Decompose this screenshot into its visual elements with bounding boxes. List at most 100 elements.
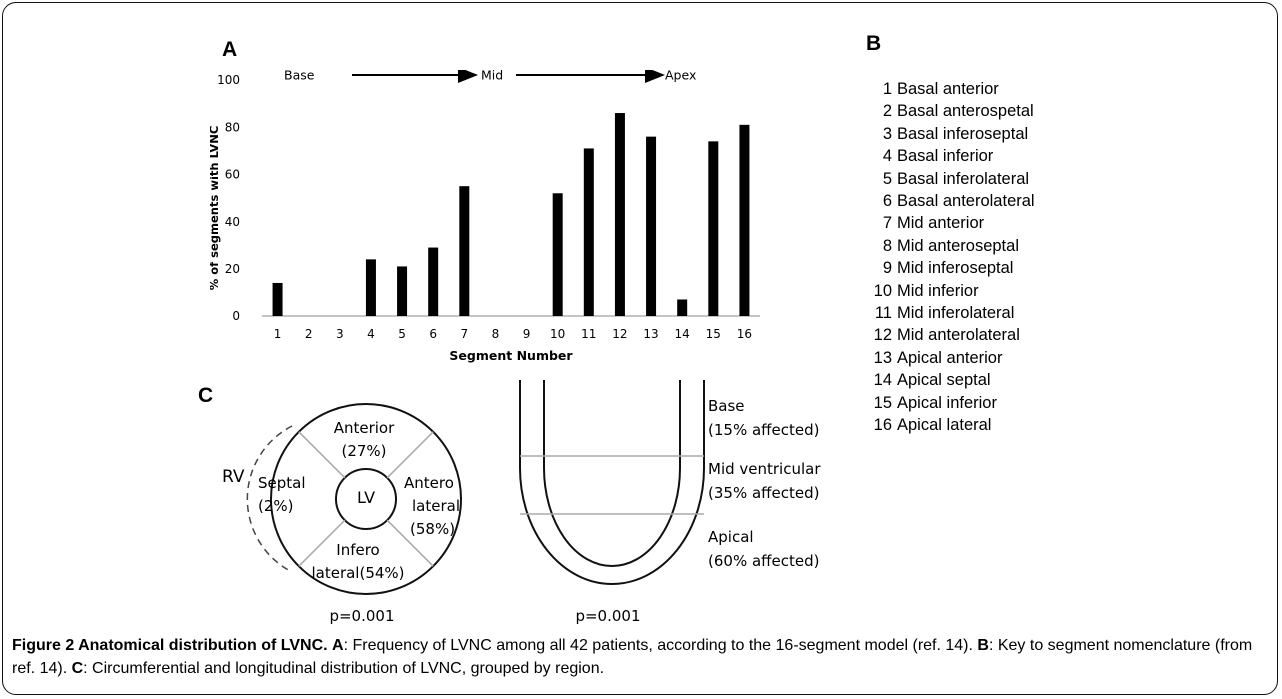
rv-label: RV	[222, 467, 245, 487]
key-item-number: 6	[882, 192, 892, 211]
key-item-label: Mid anterolateral	[897, 326, 1020, 345]
key-item: 16 Apical lateral	[872, 414, 1035, 436]
bar-segment-6	[428, 247, 439, 316]
lv-outer-circle	[270, 403, 462, 595]
y-tick-label: 60	[225, 168, 240, 182]
inferolateral-value: lateral(54%)	[311, 564, 404, 582]
y-axis-label: % of segments with LVNC	[210, 126, 221, 291]
x-tick-label: 14	[675, 327, 690, 341]
base-region-label: Base	[708, 397, 745, 415]
key-item-label: Mid anterior	[897, 214, 985, 233]
key-item: 3 Basal inferoseptal	[872, 123, 1035, 145]
circumferential-p-value: p=0.001	[329, 607, 394, 625]
mid-region-value: (35% affected)	[708, 484, 819, 502]
key-item-number: 4	[882, 147, 892, 166]
x-tick-label: 3	[336, 327, 344, 341]
apical-region-label: Apical	[708, 528, 754, 546]
key-item-label: Mid inferoseptal	[897, 259, 1014, 278]
key-item-label: Apical inferior	[897, 393, 997, 412]
key-item-number: 7	[882, 214, 892, 233]
key-item-label: Basal anterior	[897, 80, 999, 98]
bar-segment-13	[646, 136, 657, 316]
y-tick-label: 20	[225, 262, 240, 276]
x-tick-label: 2	[305, 327, 313, 341]
key-item: 10 Mid inferior	[872, 280, 1035, 302]
caption-c-label: C	[71, 660, 84, 677]
x-tick-label: 13	[643, 327, 658, 341]
annotation-mid: Mid	[481, 70, 503, 82]
segment-divider-tr	[386, 431, 434, 479]
key-item: 15 Apical inferior	[872, 392, 1035, 414]
key-item-number: 3	[882, 124, 892, 143]
x-tick-label: 16	[737, 327, 752, 341]
key-item-number: 1	[882, 80, 892, 98]
key-item: 4 Basal inferior	[872, 145, 1035, 167]
x-tick-label: 4	[367, 327, 375, 341]
key-item: 13 Apical anterior	[872, 347, 1035, 369]
anterolateral-label-1: Antero	[404, 474, 454, 492]
x-axis-label: Segment Number	[449, 348, 573, 363]
key-item-number: 2	[882, 102, 892, 121]
panel-label-c: C	[198, 384, 214, 407]
segment-key-list: 1 Basal anterior 2 Basal anterospetal 3 Basal…	[872, 78, 1035, 437]
annotation-apex: Apex	[665, 70, 696, 82]
caption-b-label: B	[977, 637, 989, 654]
bar-segment-15	[708, 141, 719, 316]
longitudinal-p-value: p=0.001	[575, 607, 640, 625]
key-item-label: Basal inferior	[897, 147, 994, 166]
ventricle-outer-wall	[519, 380, 705, 585]
figure-caption: Figure 2 Anatomical distribution of LVNC…	[12, 634, 1268, 680]
segment-divider-br	[386, 519, 434, 567]
x-tick-label: 6	[429, 327, 437, 341]
caption-b-text: : Key to segment nomenclature (from ref.…	[12, 637, 1253, 677]
lv-inner-circle	[335, 468, 397, 530]
key-item-label: Basal anterolateral	[897, 192, 1035, 211]
base-region-value: (15% affected)	[708, 421, 819, 439]
key-item-number: 16	[873, 416, 892, 435]
key-item-number: 15	[873, 393, 892, 412]
bar-segment-11	[583, 148, 594, 316]
x-tick-label: 11	[581, 327, 596, 341]
x-tick-label: 15	[706, 327, 721, 341]
key-item-label: Mid inferolateral	[897, 304, 1015, 323]
rv-outline	[246, 425, 293, 573]
key-item: 9 Mid inferoseptal	[872, 257, 1035, 279]
panel-label-b: B	[866, 32, 882, 55]
key-item: 2 Basal anterospetal	[872, 100, 1035, 122]
caption-title: Figure 2 Anatomical distribution of LVNC…	[12, 637, 328, 654]
key-item-label: Apical lateral	[897, 416, 992, 435]
key-item-number: 13	[873, 348, 892, 367]
key-item-label: Mid inferior	[897, 281, 979, 300]
key-item: 7 Mid anterior	[872, 212, 1035, 234]
key-item-number: 8	[882, 236, 892, 255]
key-item-number: 11	[874, 304, 892, 323]
key-item: 11 Mid inferolateral	[872, 302, 1035, 324]
bar-series	[272, 113, 750, 316]
bar-segment-5	[397, 266, 408, 316]
key-item-number: 9	[882, 259, 892, 278]
y-tick-label: 0	[232, 309, 240, 323]
key-item-label: Basal anterospetal	[897, 102, 1034, 121]
annotation-base: Base	[284, 70, 315, 82]
lv-label: LV	[357, 488, 375, 507]
septal-label: Septal	[258, 474, 306, 492]
inferolateral-label: Infero	[336, 541, 379, 559]
key-item-label: Basal inferolateral	[897, 169, 1030, 188]
anterior-label: Anterior	[334, 419, 395, 437]
bar-segment-4	[365, 259, 376, 316]
key-item: 5 Basal inferolateral	[872, 168, 1035, 190]
key-item-number: 5	[882, 169, 892, 188]
x-tick-label: 8	[492, 327, 500, 341]
key-item-label: Basal inferoseptal	[897, 124, 1029, 143]
bar-segment-1	[272, 282, 283, 316]
key-item: 12 Mid anterolateral	[872, 324, 1035, 346]
bar-segment-7	[459, 186, 470, 316]
y-tick-label: 40	[225, 215, 240, 229]
y-axis-ticks: 0 20 40 60 80 100	[217, 73, 240, 323]
apical-region-value: (60% affected)	[708, 552, 819, 570]
x-tick-label: 5	[398, 327, 406, 341]
x-tick-label: 12	[612, 327, 627, 341]
key-item-label: Apical septal	[897, 371, 991, 390]
